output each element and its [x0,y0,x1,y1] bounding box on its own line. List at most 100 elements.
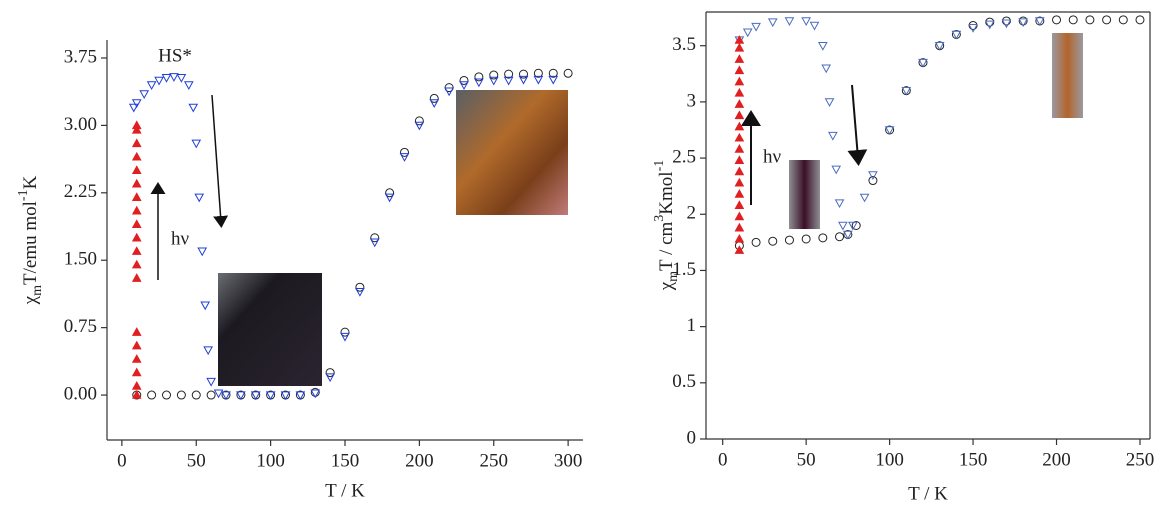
y-tick-label: 3.5 [672,34,696,55]
data-point [734,233,745,243]
data-point [131,246,142,255]
annotation: hν [763,146,782,167]
data-point [751,22,761,32]
y-label-part: m [30,285,45,296]
data-point [265,391,276,401]
data-point [162,390,171,400]
data-point [768,236,778,246]
data-point [131,232,142,242]
y-axis-label: χmT/emu mol-1K [16,175,45,305]
data-point [131,124,142,134]
data-point [131,165,142,175]
x-tick-label: 50 [797,449,816,470]
data-point [197,247,208,257]
data-point [548,75,559,85]
data-point [310,389,321,399]
x-tick-label: 250 [1126,449,1155,470]
x-tick-label: 0 [117,450,127,471]
data-point [734,99,745,108]
data-point [213,389,224,399]
annotation: hν [171,228,190,249]
data-point [325,368,335,378]
data-point [131,273,142,282]
y-tick-label: 0.00 [64,383,97,404]
data-point [934,42,945,51]
data-point [519,69,528,79]
data-point [131,327,142,336]
y-tick-label: 2.25 [64,181,97,202]
data-point [221,391,231,401]
data-point [734,222,745,232]
photos [218,33,1083,386]
data-point [191,139,202,149]
y-tick-label: 2.5 [672,146,696,167]
data-point [828,131,838,141]
data-point [918,58,928,68]
data-point [809,21,820,31]
data-point [801,234,811,244]
data-point [355,287,365,297]
data-point [968,20,978,30]
data-point [884,126,895,136]
data-point [444,87,454,97]
data-point [131,219,142,228]
data-point [1085,15,1095,25]
data-point [169,73,179,82]
data-point [868,171,878,180]
data-point [984,20,995,30]
chart: 0 50 100 150 200 250 300 0.00 0.75 1.50 2.25 3.00 3.… [16,40,583,501]
data-point [968,24,978,33]
data-point [1052,15,1062,25]
data-point [414,116,424,126]
data-point [131,138,142,148]
data-point [1018,16,1028,26]
annotation: HS* [158,45,192,66]
data-point [831,165,842,175]
data-point [848,221,858,231]
data-point [200,301,211,311]
data-point [834,199,845,209]
data-point [734,121,745,131]
data-point [250,391,261,401]
x-tick-label: 150 [959,449,988,470]
data-point [131,259,142,269]
data-point [1118,15,1128,25]
data-point [751,237,761,247]
data-point [742,28,753,38]
y-label-part: m [666,271,681,282]
data-point [459,75,469,85]
data-point [734,211,745,221]
data-point [1034,17,1045,27]
y-tick-label: 3.00 [64,114,97,135]
data-point [1001,16,1011,26]
data-point [131,205,142,215]
data-point [355,282,365,292]
y-tick-label: 1.5 [672,259,696,280]
x-tick-label: 250 [480,450,509,471]
y-label-part: 3 [652,215,667,222]
data-point [851,221,861,230]
data-point [548,68,558,78]
data-point [131,151,142,161]
data-point [128,103,139,113]
data-point [734,76,745,86]
data-point [131,120,142,130]
data-point [385,188,395,198]
data-point [843,230,853,240]
chart: 0 50 100 150 200 250 0 0.5 1 1.5 2 2.5 3 3.5 T / K χmT … [652,11,1155,504]
data-point [835,232,845,242]
data-point [817,42,828,51]
data-point [474,78,484,88]
y-label-part: T/emu mol [20,201,41,285]
data-point [503,76,514,86]
data-point [131,354,142,363]
x-axis-label: T / K [908,483,948,504]
x-tick-label: 200 [405,450,434,471]
data-point [191,390,201,400]
x-tick-label: 50 [187,450,206,471]
data-point [295,391,306,401]
data-point [1135,15,1145,25]
data-point [459,81,469,90]
data-point [131,390,142,399]
crystal-photo [218,273,322,386]
